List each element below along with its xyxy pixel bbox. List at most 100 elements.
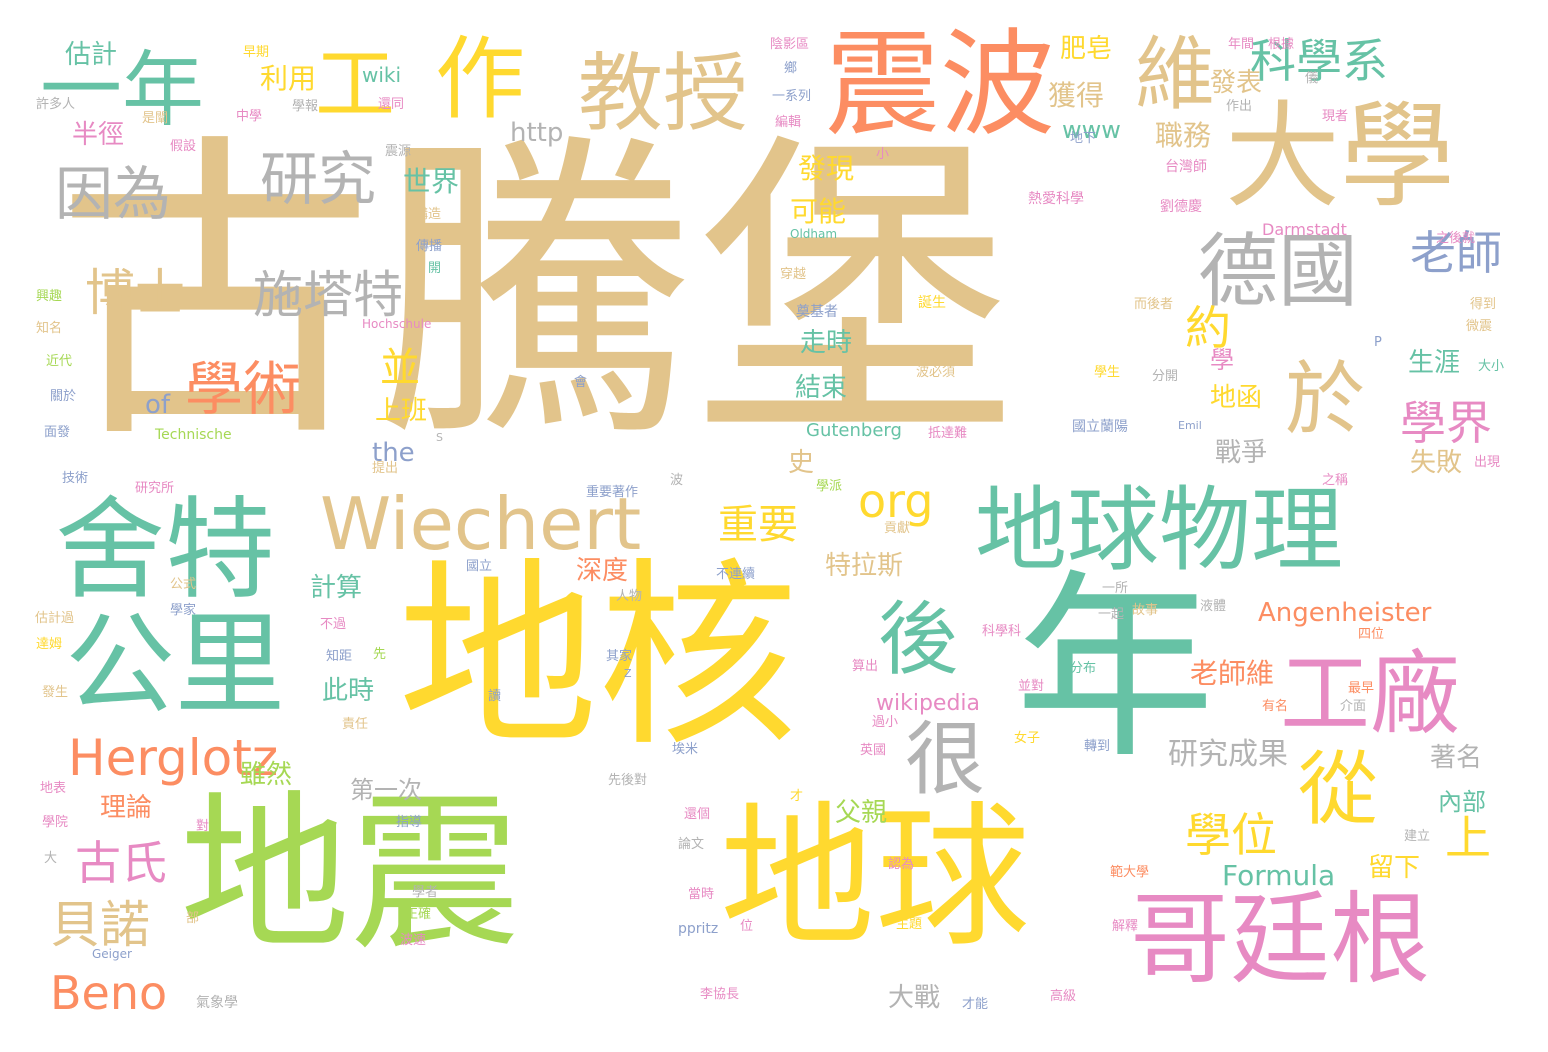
word-189: Emil <box>1178 419 1202 432</box>
word-133: 學者 <box>412 885 439 900</box>
word-63: 結束 <box>795 373 848 403</box>
word-58: 上班 <box>375 396 428 426</box>
word-144: 論文 <box>678 837 705 852</box>
word-50: 可能 <box>790 195 847 228</box>
word-95: 學報 <box>292 99 319 114</box>
word-27: 博士 <box>85 264 185 322</box>
word-112: 知名 <box>36 321 63 336</box>
word-176: 而後者 <box>1134 297 1174 312</box>
word-147: 位 <box>740 919 754 934</box>
word-197: S <box>436 431 443 444</box>
word-85: 劉德慶 <box>1160 199 1202 215</box>
word-10: 哥廷根 <box>1130 881 1430 998</box>
word-164: 女子 <box>1014 731 1041 746</box>
word-35: 學界 <box>1400 396 1492 450</box>
word-102: 根據 <box>1268 37 1295 52</box>
word-93: 許多人 <box>36 97 76 112</box>
word-165: 轉到 <box>1084 739 1111 754</box>
word-139: 人物 <box>616 589 643 604</box>
word-170: 液體 <box>1200 599 1227 614</box>
word-146: 李協長 <box>700 987 740 1002</box>
word-14: 作 <box>435 27 525 132</box>
word-179: 微震 <box>1466 319 1493 334</box>
word-53: wiki <box>362 63 402 87</box>
word-59: of <box>145 390 171 420</box>
word-120: 估計過 <box>35 611 75 626</box>
word-39: 重要 <box>718 502 798 548</box>
word-37: 上 <box>1445 811 1491 865</box>
word-158: 波必須 <box>916 365 956 380</box>
word-116: 技術 <box>62 471 89 486</box>
word-11: 教授 <box>578 45 749 144</box>
word-192: 會 <box>574 375 588 390</box>
word-76: 留下 <box>1368 853 1421 883</box>
word-13: 工廠 <box>1280 642 1460 747</box>
word-140: 其家 <box>606 649 633 664</box>
word-163: 並對 <box>1018 679 1045 694</box>
word-194: 才 <box>790 789 804 804</box>
word-87: Oldham <box>790 227 838 241</box>
word-191: 開 <box>428 261 442 276</box>
word-80: 戰爭 <box>1215 438 1268 468</box>
word-72: 理論 <box>100 793 153 823</box>
word-47: 發表 <box>1210 68 1263 98</box>
word-83: Darmstadt <box>1262 220 1347 239</box>
word-135: 波速 <box>400 933 427 948</box>
word-186: 介面 <box>1340 699 1367 714</box>
word-119: 學家 <box>170 603 197 618</box>
word-177: 大小 <box>1478 359 1505 374</box>
word-61: 史 <box>788 448 815 478</box>
word-33: 老師 <box>1410 226 1502 280</box>
word-78: 生涯 <box>1408 348 1461 378</box>
word-29: 古氏 <box>75 836 167 890</box>
word-56: 半徑 <box>72 120 125 150</box>
word-127: 氣象學 <box>196 995 238 1011</box>
word-82: 學 <box>1210 346 1234 374</box>
word-86: 台灣師 <box>1165 159 1207 175</box>
word-115: 面發 <box>44 425 71 440</box>
word-190: 小 <box>876 147 890 162</box>
word-45: 肥皂 <box>1060 34 1113 64</box>
word-38: org <box>858 474 934 528</box>
word-69: wikipedia <box>876 691 981 716</box>
word-118: 公式 <box>170 577 197 592</box>
word-49: 發現 <box>798 152 855 185</box>
word-4: 年 <box>1015 553 1216 786</box>
word-169: 故事 <box>1132 603 1159 618</box>
word-138: 國立 <box>466 559 493 574</box>
word-178: 得到 <box>1470 297 1497 312</box>
word-196: P <box>1374 335 1382 350</box>
word-184: 最早 <box>1348 681 1375 696</box>
word-7: 地球物理 <box>975 477 1344 584</box>
word-26: 學術 <box>185 355 302 423</box>
word-24: 研究 <box>260 145 377 213</box>
word-51: 世界 <box>403 165 460 198</box>
word-19: 從 <box>1298 743 1378 836</box>
word-1: 地核 <box>398 541 799 774</box>
word-125: 大 <box>44 851 58 866</box>
word-183: 四位 <box>1358 627 1385 642</box>
word-44: 職務 <box>1155 119 1212 152</box>
word-79: 地函 <box>1210 383 1263 413</box>
word-16: 德國 <box>1198 225 1358 318</box>
word-65: 計算 <box>310 573 363 603</box>
word-162: 科學科 <box>982 624 1022 639</box>
word-92: 國立蘭陽 <box>1072 419 1128 435</box>
word-143: 還個 <box>684 807 711 822</box>
word-107: 假設 <box>170 139 197 154</box>
word-15: Wiechert <box>320 482 642 566</box>
word-175: 分開 <box>1152 369 1179 384</box>
word-155: 主題 <box>896 917 923 932</box>
word-0: 古騰堡 <box>55 109 1015 481</box>
word-188: 地下 <box>1070 131 1097 146</box>
word-31: Beno <box>50 966 168 1020</box>
word-152: 過小 <box>872 715 899 730</box>
word-130: 先 <box>373 647 387 662</box>
word-21: 維 <box>1135 28 1215 121</box>
word-81: 失敗 <box>1410 448 1463 478</box>
word-55: 估計 <box>65 40 118 70</box>
word-20: 於 <box>1285 353 1365 446</box>
word-48: www <box>1062 116 1121 144</box>
word-145: 當時 <box>688 887 715 902</box>
word-174: 學生 <box>1094 365 1121 380</box>
